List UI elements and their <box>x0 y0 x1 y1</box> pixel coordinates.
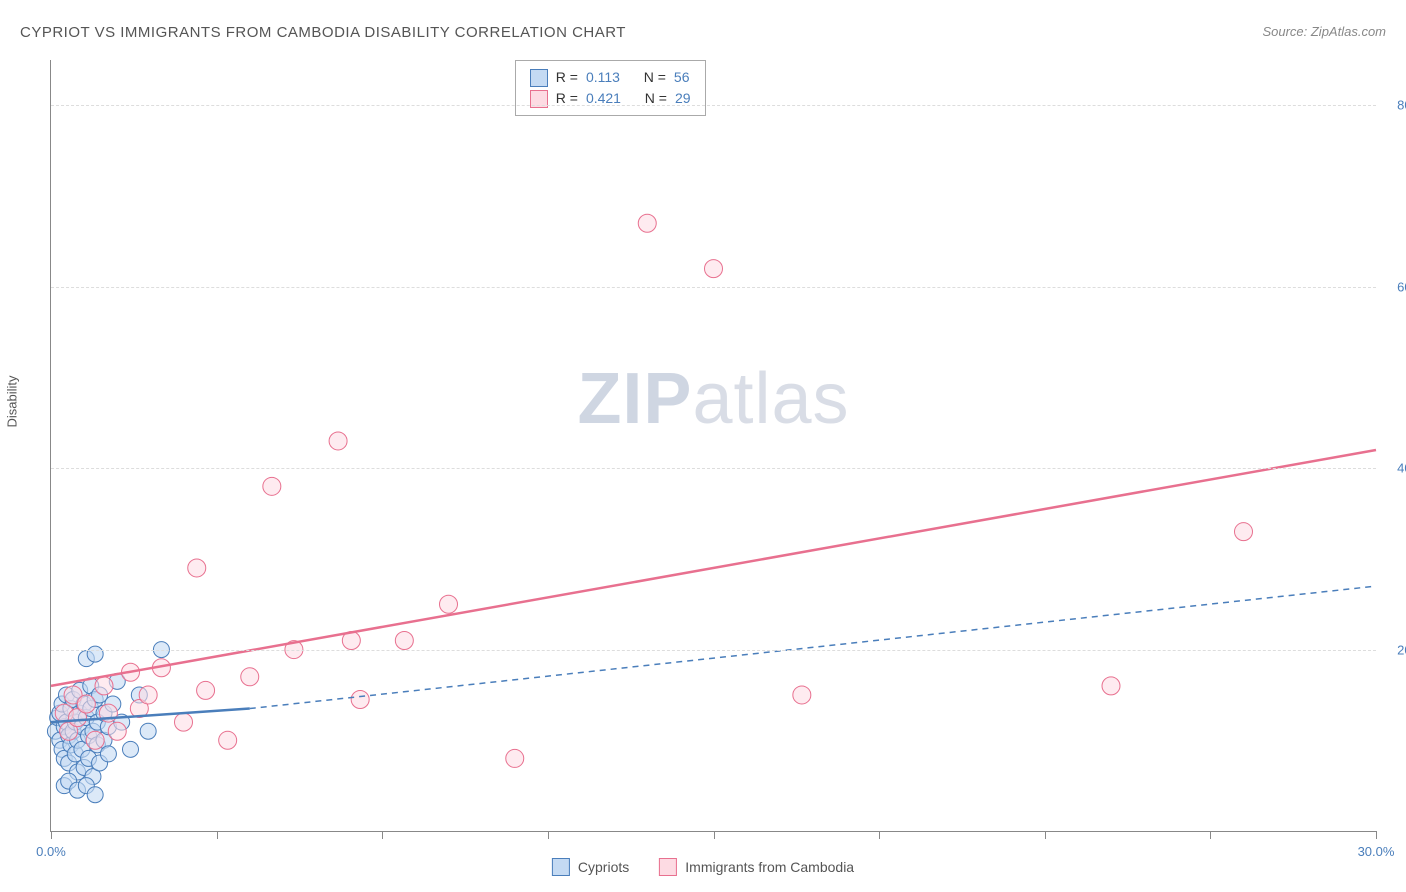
y-tick-label: 20.0% <box>1397 642 1406 657</box>
swatch-blue-icon <box>552 858 570 876</box>
scatter-point <box>263 477 281 495</box>
scatter-point <box>440 595 458 613</box>
scatter-point <box>506 749 524 767</box>
legend-item-cypriot: Cypriots <box>552 858 629 876</box>
scatter-point <box>100 746 116 762</box>
plot-area: ZIPatlas R = 0.113 N = 56 R = 0.421 N = … <box>50 60 1376 832</box>
scatter-point <box>139 686 157 704</box>
source-label: Source: ZipAtlas.com <box>1262 24 1386 39</box>
scatter-point <box>329 432 347 450</box>
scatter-point <box>638 214 656 232</box>
scatter-point <box>1102 677 1120 695</box>
legend-bottom: Cypriots Immigrants from Cambodia <box>552 858 854 876</box>
y-axis-label: Disability <box>5 375 20 427</box>
scatter-point <box>175 713 193 731</box>
legend-label-2: Immigrants from Cambodia <box>685 859 854 875</box>
swatch-pink-icon <box>659 858 677 876</box>
scatter-point <box>86 731 104 749</box>
scatter-point <box>395 632 413 650</box>
y-tick-label: 60.0% <box>1397 279 1406 294</box>
scatter-point <box>219 731 237 749</box>
y-tick-label: 80.0% <box>1397 98 1406 113</box>
scatter-point <box>77 695 95 713</box>
scatter-point <box>351 690 369 708</box>
legend-label-1: Cypriots <box>578 859 629 875</box>
scatter-point <box>197 681 215 699</box>
scatter-point <box>1235 523 1253 541</box>
trend-line-dashed <box>250 586 1376 708</box>
chart-title: CYPRIOT VS IMMIGRANTS FROM CAMBODIA DISA… <box>20 24 626 41</box>
scatter-point <box>188 559 206 577</box>
scatter-point <box>793 686 811 704</box>
scatter-point <box>87 646 103 662</box>
scatter-point <box>123 741 139 757</box>
scatter-point <box>241 668 259 686</box>
scatter-point <box>140 723 156 739</box>
scatter-point <box>87 787 103 803</box>
y-tick-label: 40.0% <box>1397 461 1406 476</box>
scatter-svg <box>51 60 1376 831</box>
x-tick-label: 0.0% <box>36 844 66 859</box>
scatter-point <box>705 260 723 278</box>
scatter-point <box>108 722 126 740</box>
x-tick-label: 30.0% <box>1358 844 1395 859</box>
scatter-point <box>95 677 113 695</box>
legend-item-cambodia: Immigrants from Cambodia <box>659 858 854 876</box>
